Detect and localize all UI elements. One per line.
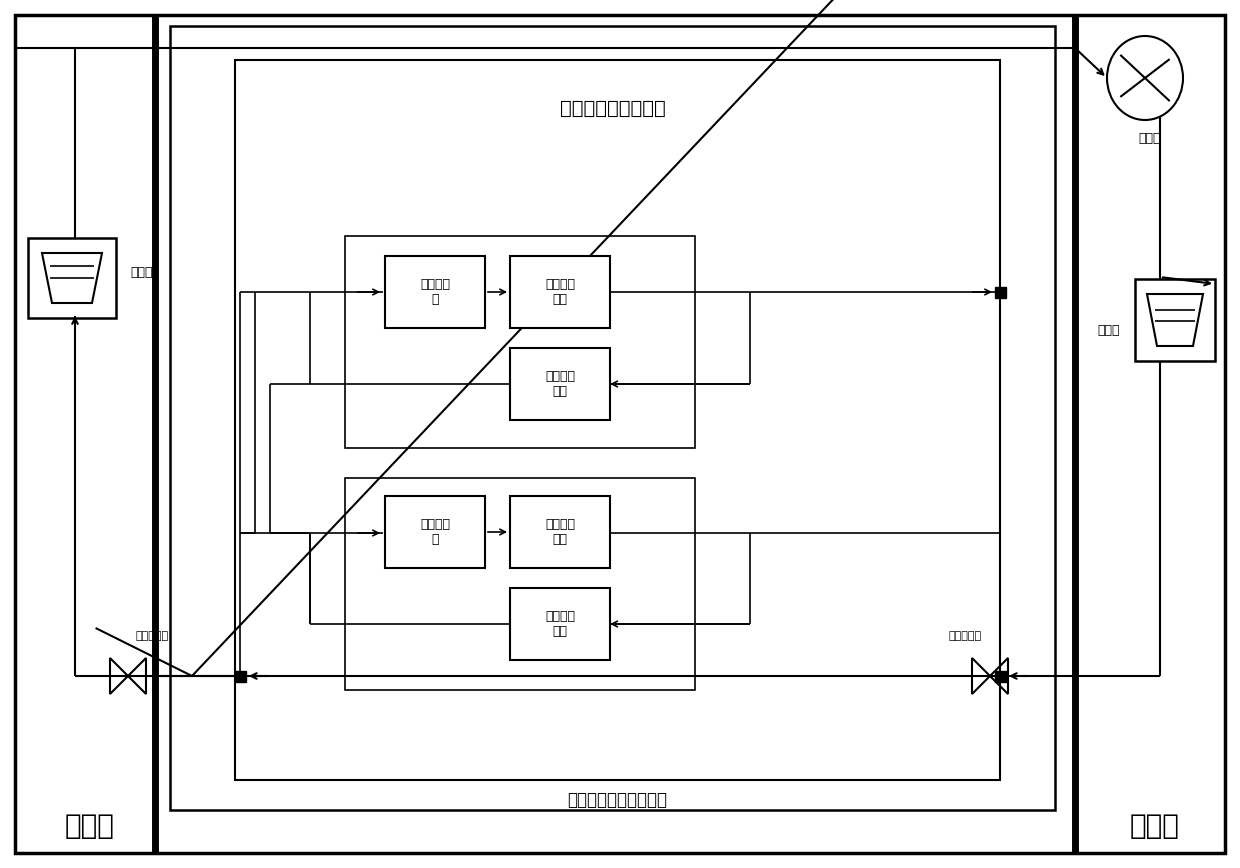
Text: 第三节流
件: 第三节流 件 (420, 518, 450, 546)
Bar (236, 60, 999, 780)
Ellipse shape (1107, 36, 1183, 120)
Bar (170, 26, 1055, 810)
Text: 冷凝区: 冷凝区 (1130, 812, 1180, 840)
Text: 多级并联热量置换区: 多级并联热量置换区 (559, 98, 666, 117)
Text: 热量利用
单元: 热量利用 单元 (546, 518, 575, 546)
Text: 第一节流件: 第一节流件 (136, 631, 169, 641)
Bar (234, 670, 246, 681)
Bar (510, 588, 610, 660)
Text: 多级并联热量置换装置: 多级并联热量置换装置 (568, 791, 667, 809)
Text: 蒸发器: 蒸发器 (130, 266, 153, 279)
Bar (384, 256, 485, 328)
Bar (994, 670, 1006, 681)
Bar (29, 238, 117, 318)
Bar (994, 286, 1006, 298)
Text: 热量回收
单元: 热量回收 单元 (546, 610, 575, 638)
Text: 冷凝器: 冷凝器 (1097, 324, 1120, 337)
Bar (510, 496, 610, 568)
Text: 热量利用
单元: 热量利用 单元 (546, 278, 575, 306)
Bar (345, 478, 694, 690)
Bar (345, 236, 694, 448)
Bar (384, 496, 485, 568)
Text: 第三节流
件: 第三节流 件 (420, 278, 450, 306)
Text: 蒸发区: 蒸发区 (64, 812, 115, 840)
Text: 压缩机: 压缩机 (1138, 131, 1161, 144)
Bar (510, 256, 610, 328)
Bar (1135, 279, 1215, 361)
Bar (510, 348, 610, 420)
Text: 热量回收
单元: 热量回收 单元 (546, 370, 575, 398)
Text: 第二节流件: 第二节流件 (949, 631, 982, 641)
